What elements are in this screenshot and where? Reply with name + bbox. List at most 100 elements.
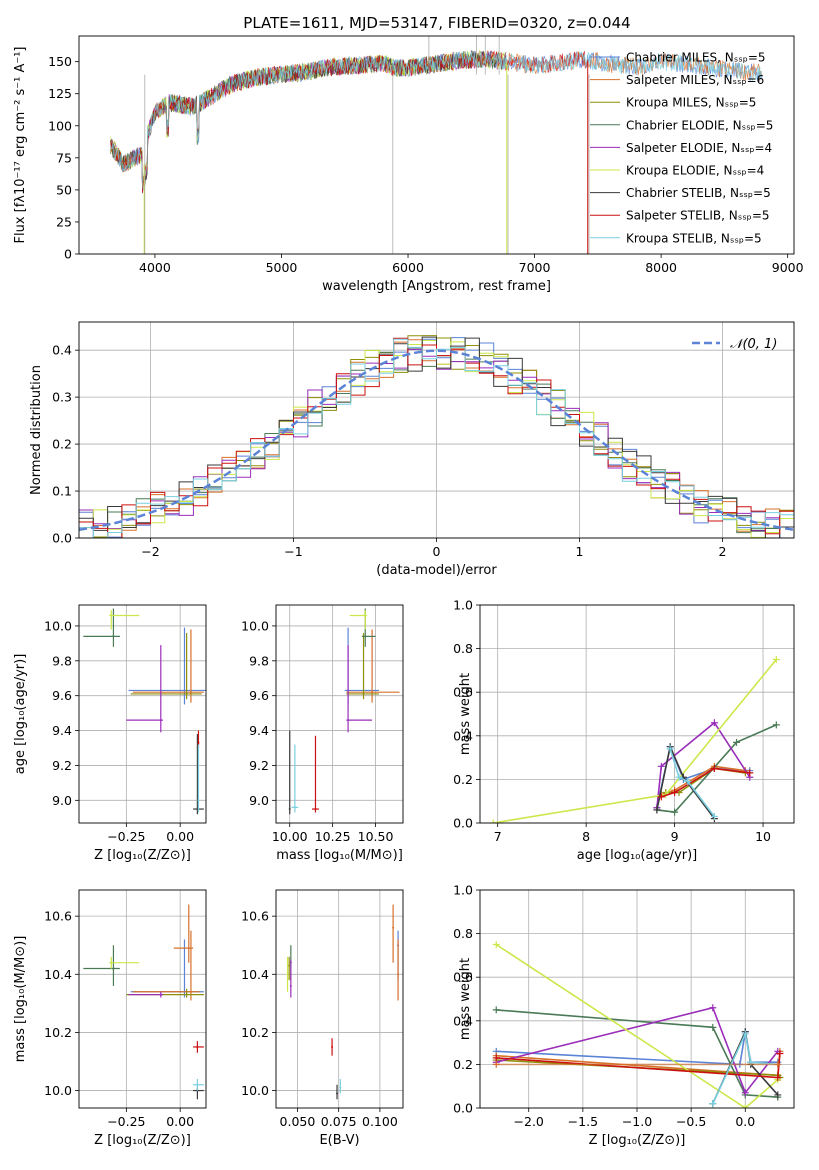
y-tick-label: 0	[64, 247, 72, 262]
y-tick-label: 25	[56, 214, 72, 229]
mass-weight-series-4	[496, 1006, 779, 1095]
data-point	[289, 984, 292, 987]
y-tick-label: 75	[56, 150, 72, 165]
data-point	[392, 926, 395, 929]
hist-series-6	[79, 336, 794, 538]
data-point	[288, 808, 291, 811]
data-point	[347, 719, 350, 722]
x-tick-label: 5000	[266, 260, 298, 275]
plus-marker	[492, 941, 500, 948]
y-tick-label: 0.6	[453, 970, 473, 985]
x-axis-label: Z [log₁₀(Z/Z⊙)]	[94, 1133, 191, 1148]
plus-marker	[709, 1100, 717, 1108]
data-point	[159, 719, 162, 722]
mass-weight-series-8	[669, 748, 716, 817]
data-point	[288, 964, 291, 967]
plus-marker	[746, 769, 754, 777]
plus-marker	[684, 778, 692, 786]
y-tick-label: 9.6	[52, 688, 72, 703]
y-axis-label: Flux [fλ10⁻¹⁷ erg cm⁻² s⁻¹ A⁻¹]	[13, 47, 28, 244]
x-tick-label: 10.00	[272, 829, 308, 844]
x-tick-label: 7	[494, 829, 502, 844]
y-axis-label: age [log₁₀(age/yr)]	[13, 654, 28, 775]
x-tick-label: 10.25	[315, 829, 351, 844]
mass-weight-series-3	[496, 1009, 778, 1098]
x-tick-label: 7000	[519, 260, 551, 275]
plus-marker	[774, 1073, 782, 1081]
age-vs-Z-axes: −0.25 0.00 9.0 9.2 9.4 9.6 9.8 10.0 Z [log₁₀(Z/Z…	[13, 605, 206, 863]
x-axis-label: Z [log₁₀(Z/Z⊙)]	[589, 1133, 686, 1148]
x-axis-label: wavelength [Angstrom, rest frame]	[322, 279, 551, 294]
y-tick-label: 0.4	[453, 728, 473, 743]
y-tick-label: 0.8	[453, 641, 473, 656]
y-tick-label: 10.4	[44, 967, 72, 982]
x-axis-label: (data-model)/error	[376, 563, 497, 578]
plus-marker	[653, 806, 661, 814]
age-vs-mass-marks	[288, 608, 400, 815]
x-tick-label: 0.00	[166, 1114, 194, 1129]
x-tick-label: 0.100	[362, 1114, 398, 1129]
massweight-vs-Z-frame	[479, 889, 795, 1109]
residuals-axes: −2 −1 0 1 2 0.0 0.1 0.2 0.3 0.4 (data-model)/error…	[29, 322, 794, 578]
y-tick-label: 0.0	[52, 531, 72, 546]
mass-weight-series-6	[656, 744, 716, 820]
data-point	[159, 993, 162, 996]
x-tick-label: 0.050	[280, 1114, 316, 1129]
data-point	[189, 990, 192, 993]
plus-marker	[671, 808, 679, 816]
plus-marker	[671, 788, 679, 796]
data-point	[112, 967, 115, 970]
x-axis-label: age [log₁₀(age/yr)]	[577, 848, 698, 863]
y-tick-label: 9.2	[52, 758, 72, 773]
x-tick-label: 10	[755, 829, 771, 844]
data-point	[110, 614, 113, 617]
x-tick-label: 0.00	[166, 829, 194, 844]
data-point	[286, 973, 289, 976]
y-tick-label: 0.4	[453, 1013, 473, 1028]
y-tick-label: 150	[48, 54, 72, 69]
plus-marker	[710, 719, 718, 727]
chart-title: PLATE=1611, MJD=53147, FIBERID=0320, z=0…	[243, 14, 630, 32]
plus-marker	[710, 765, 718, 772]
data-point	[196, 1045, 199, 1048]
y-tick-label: 9.4	[52, 723, 72, 738]
plus-marker	[709, 1004, 717, 1012]
data-point	[110, 961, 113, 964]
legend-entry: Salpeter ELODIE, Nₛₛₚ=4	[626, 141, 772, 155]
y-tick-label: 10.6	[241, 909, 269, 924]
massweight-vs-Z-marks	[492, 941, 784, 1108]
y-tick-label: 1.0	[453, 883, 473, 898]
data-point	[339, 1086, 342, 1089]
data-point	[293, 806, 296, 809]
y-tick-label: 10.6	[44, 909, 72, 924]
x-tick-label: 1	[576, 544, 584, 559]
legend-entry: Kroupa STELIB, Nₛₛₚ=5	[626, 231, 762, 245]
x-tick-label: 0	[433, 544, 441, 559]
mass-vs-Z-axes: −0.25 0.00 10.0 10.2 10.4 10.6 Z [log₁₀(Z/Z⊙)]…	[13, 890, 206, 1148]
spectrum-frame	[78, 35, 795, 255]
x-tick-label: 6000	[392, 260, 424, 275]
mass-weight-series-5	[495, 943, 779, 1108]
plus-marker	[741, 1089, 749, 1097]
plus-marker	[675, 773, 683, 781]
x-tick-label: −2.0	[514, 1114, 544, 1129]
y-axis-label: Normed distribution	[29, 365, 44, 495]
y-tick-label: 9.8	[249, 653, 269, 668]
y-tick-label: 9.4	[249, 723, 269, 738]
mass-weight-series-7	[661, 767, 750, 798]
y-tick-label: 10.0	[44, 618, 72, 633]
x-tick-label: −1.0	[622, 1114, 652, 1129]
plus-marker	[772, 656, 780, 663]
plus-marker	[657, 793, 665, 801]
data-point	[112, 635, 115, 638]
x-tick-label: −0.5	[676, 1114, 706, 1129]
y-tick-label: 0.3	[52, 390, 72, 405]
legend-entry: 𝒩(0, 1)	[730, 337, 777, 352]
data-point	[197, 799, 200, 802]
x-tick-label: 9	[671, 829, 679, 844]
y-tick-label: 0.2	[453, 772, 473, 787]
x-tick-label: 2	[719, 544, 727, 559]
y-tick-label: 0.0	[453, 816, 473, 831]
y-axis-label: mass [log₁₀(M/M⊙)]	[13, 936, 28, 1063]
